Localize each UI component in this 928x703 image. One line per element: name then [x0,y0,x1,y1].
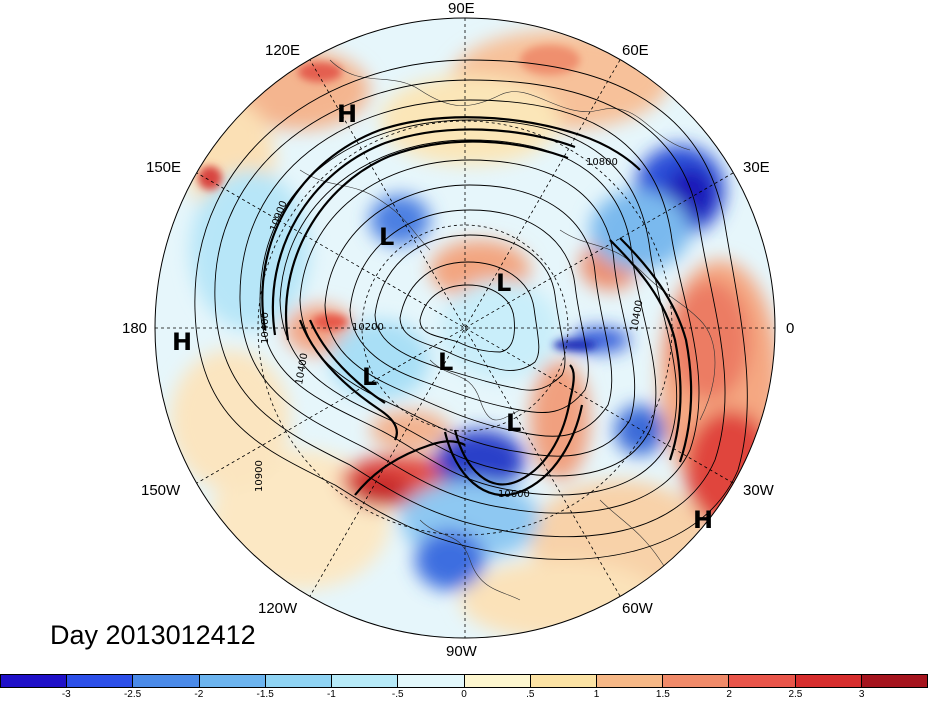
longitude-label-0: 0 [786,320,795,337]
high-pressure-atlantic: H [693,506,713,534]
colorbar-tick-label: -1.5 [256,689,274,700]
map-boundary [154,17,776,639]
low-pressure-siberia: L [379,223,394,251]
colorbar-tick-label: .5 [526,689,535,700]
colorbar-segment [398,675,465,687]
high-pressure-eurasia: H [337,100,357,128]
jet-contours [261,116,693,497]
colorbar-ticks: -3 -2.5 -2 -1.5 -1 -.5 0 .5 1 1.5 2 2.5 3 [0,689,928,703]
colorbar-segment [265,675,333,687]
colorbar-segment [67,675,134,687]
colorbar-tick-label: 0 [461,689,467,700]
colorbar-segment [199,675,266,687]
colorbar-tick-label: 3 [858,689,865,700]
longitude-label-180: 180 [122,320,148,337]
coastlines [299,59,716,601]
colorbar-segment [332,675,399,687]
contour-label-4: 10900 [254,460,265,492]
longitude-label-120e: 120E [265,42,301,59]
low-pressure-pole: L [438,348,453,376]
colorbar-tick-label: -.5 [391,689,404,700]
contour-label-3: 10600 [498,489,530,500]
longitude-label-90w: 90W [446,643,477,660]
longitude-label-30e: 30E [743,159,770,176]
colorbar-segment [464,675,531,687]
contour-label-6: 10400 [629,299,645,332]
colorbar-segment [1,675,68,687]
colorbar [0,674,928,688]
contour-label-8: 10400 [260,312,271,344]
colorbar-segment [663,675,730,687]
contour-label-7: 10200 [352,322,384,333]
colorbar-tick-label: 2 [726,689,732,700]
low-pressure-alaska: L [362,363,377,391]
longitude-label-60w: 60W [622,600,653,617]
colorbar-tick-label: -1 [326,689,336,700]
colorbar-tick-label: -2.5 [123,689,142,700]
longitude-label-90e: 90E [448,0,475,17]
longitude-label-120w: 120W [258,600,298,617]
colorbar-tick-label: -3 [61,689,71,700]
colorbar-segment [530,675,597,687]
low-pressure-canada: L [506,409,521,437]
graticule [155,18,775,638]
date-title: Day 2013012412 [50,620,256,650]
colorbar-tick-label: 1 [593,689,600,700]
longitude-label-150w: 150W [141,482,181,499]
contour-label-5: 10400 [294,352,310,385]
colorbar-tick-label: 1.5 [655,689,670,700]
longitude-label-60e: 60E [622,42,649,59]
high-pressure-pacific: H [172,328,192,356]
colorbar-segment [861,675,928,687]
height-contours [194,59,748,560]
contour-label-1: 10800 [586,157,618,168]
longitude-label-150e: 150E [146,159,182,176]
polar-map: 10800 10900 10600 10900 10400 10400 1020… [154,17,776,639]
colorbar-segment [596,675,664,687]
colorbar-tick-label: -2 [194,689,204,700]
longitude-label-30w: 30W [743,482,774,499]
colorbar-segment [133,675,200,687]
low-pressure-arctic: L [496,269,511,297]
colorbar-segment [795,675,862,687]
colorbar-segment [729,675,796,687]
colorbar-tick-label: 2.5 [788,689,803,700]
pressure-centers: H L L L L L H H [172,100,713,534]
